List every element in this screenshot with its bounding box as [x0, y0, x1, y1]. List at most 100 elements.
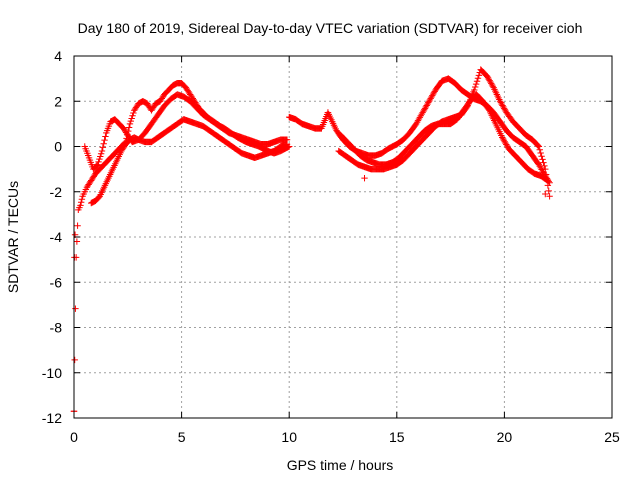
data-point	[497, 99, 505, 106]
data-point	[424, 100, 431, 108]
data-point	[543, 176, 550, 184]
y-axis-label: SDTVAR / TECUs	[5, 181, 21, 293]
y-tick-label: 0	[54, 139, 62, 155]
data-point	[542, 176, 550, 183]
data-point	[539, 156, 546, 163]
data-point	[499, 102, 506, 109]
data-point	[417, 112, 424, 119]
data-point	[503, 142, 511, 150]
data-point	[534, 142, 542, 149]
y-tick-label: -6	[50, 274, 63, 290]
data-point	[430, 89, 438, 96]
data-point	[425, 99, 432, 106]
data-point	[77, 199, 85, 206]
x-tick-label: 15	[389, 429, 405, 445]
data-point	[425, 98, 433, 105]
data-point	[78, 196, 86, 203]
data-point	[537, 164, 544, 172]
data-point	[97, 150, 105, 157]
data-point-outlier	[361, 174, 368, 182]
data-point	[535, 161, 543, 168]
data-point	[485, 105, 492, 113]
data-point	[546, 193, 553, 200]
data-point	[421, 105, 429, 112]
grid-lines	[74, 56, 612, 418]
chart-title: Day 180 of 2019, Sidereal Day-to-day VTE…	[78, 20, 583, 36]
data-point	[95, 158, 102, 166]
data-point	[473, 78, 481, 85]
data-point	[72, 305, 79, 312]
data-point	[500, 103, 507, 111]
data-point	[488, 81, 496, 89]
y-tick-label: -4	[50, 229, 63, 245]
data-point	[503, 141, 510, 148]
data-point	[487, 78, 494, 86]
data-point	[472, 80, 480, 88]
data-point	[501, 138, 508, 145]
data-point	[496, 98, 504, 105]
data-point	[429, 92, 436, 99]
y-tick-label: 4	[54, 48, 62, 64]
data-point	[486, 77, 493, 84]
data-point	[489, 83, 497, 90]
data-point	[471, 83, 479, 91]
data-point	[129, 112, 136, 119]
data-point	[415, 115, 423, 123]
data-point	[538, 152, 545, 160]
data-point	[420, 107, 427, 115]
data-point	[536, 146, 543, 153]
data-point	[125, 124, 133, 131]
data-point	[499, 134, 506, 141]
data-point	[98, 147, 106, 155]
data-point	[483, 73, 491, 80]
data-point	[427, 95, 434, 102]
data-point	[501, 106, 509, 113]
x-axis-label: GPS time / hours	[287, 457, 394, 473]
data-point	[500, 105, 508, 112]
data-point	[537, 149, 544, 157]
x-tick-label: 20	[497, 429, 513, 445]
data-point	[77, 202, 84, 209]
data-point	[471, 86, 478, 94]
data-point	[540, 159, 547, 166]
data-point	[475, 72, 483, 79]
data-point	[542, 165, 549, 173]
data-point	[71, 356, 78, 364]
data-point	[421, 106, 428, 113]
data-point	[126, 120, 134, 128]
data-points	[70, 66, 553, 415]
x-tick-label: 10	[281, 429, 297, 445]
x-tick-label: 25	[604, 429, 620, 445]
data-point	[412, 120, 420, 128]
data-point	[74, 222, 81, 229]
data-point	[498, 100, 505, 108]
data-point	[500, 137, 508, 144]
data-point	[488, 80, 495, 87]
data-point	[474, 75, 482, 82]
data-point	[535, 143, 543, 150]
data-point	[485, 75, 492, 83]
data-point	[102, 133, 109, 140]
data-point	[100, 140, 107, 147]
data-point-outlier	[324, 109, 332, 116]
data-point	[127, 117, 135, 125]
data-point	[545, 187, 552, 195]
data-point	[93, 162, 101, 169]
data-point	[99, 144, 107, 151]
y-tick-label: -2	[50, 184, 63, 200]
data-point	[429, 90, 437, 98]
y-tick-label: 2	[54, 93, 62, 109]
data-point	[423, 102, 430, 109]
data-point	[499, 135, 507, 143]
y-tick-label: -12	[42, 410, 62, 426]
data-point	[544, 177, 551, 184]
data-point	[484, 74, 492, 81]
data-point	[130, 109, 137, 117]
data-point	[541, 162, 548, 170]
data-point	[283, 141, 291, 148]
data-point	[422, 103, 430, 111]
x-tick-label: 5	[178, 429, 186, 445]
data-point	[419, 109, 426, 116]
data-point	[94, 161, 101, 168]
